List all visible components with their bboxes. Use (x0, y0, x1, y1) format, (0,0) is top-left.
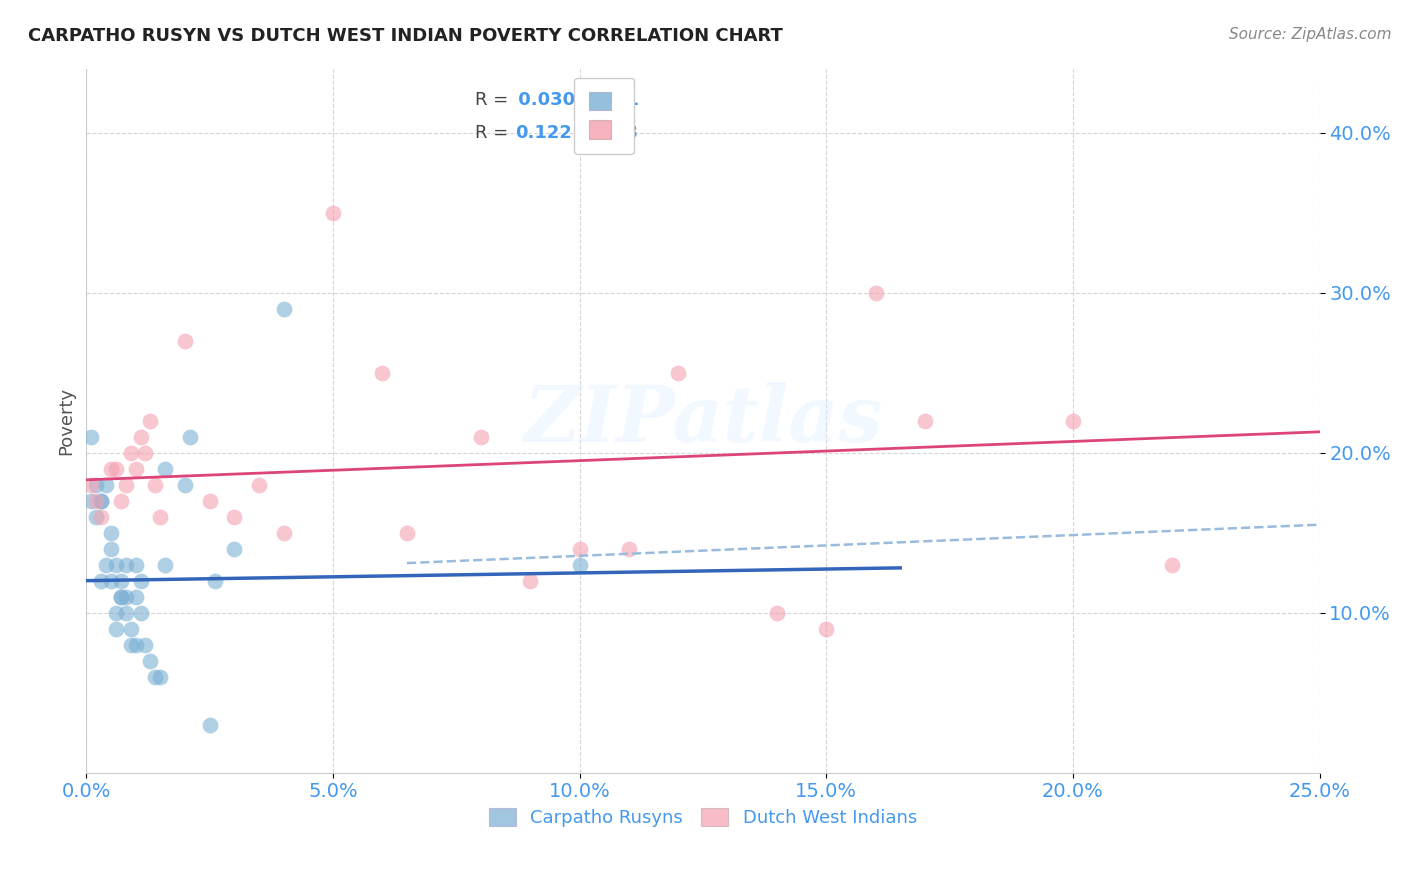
Point (815, 622, 838, 636)
Point (124, 590, 146, 604)
Point (143, 670, 166, 684)
Point (124, 638, 146, 652)
Point (110, 574, 132, 588)
Point (134, 638, 156, 652)
Point (100, 525, 122, 540)
Point (395, 525, 418, 540)
Point (470, 430, 492, 444)
Point (124, 461, 146, 475)
Point (198, 717, 221, 731)
Point (139, 654, 162, 668)
Point (129, 430, 152, 444)
Text: ZIPatlas: ZIPatlas (523, 383, 883, 458)
Point (90, 493, 112, 508)
Point (865, 285, 887, 300)
Point (110, 493, 132, 508)
Point (84, 509, 107, 524)
Text: Source: ZipAtlas.com: Source: ZipAtlas.com (1229, 27, 1392, 42)
Point (1062, 414, 1084, 428)
Point (114, 590, 136, 604)
Point (104, 622, 127, 636)
Point (204, 574, 226, 588)
Point (247, 477, 270, 491)
Point (100, 541, 122, 556)
Point (174, 334, 197, 348)
Point (104, 606, 127, 620)
Point (179, 430, 201, 444)
Point (666, 366, 689, 380)
Point (568, 558, 591, 572)
Point (149, 670, 172, 684)
Point (90, 574, 112, 588)
Point (198, 493, 221, 508)
Text: 0.122: 0.122 (516, 124, 572, 143)
Text: N =: N = (574, 124, 624, 143)
Point (84, 493, 107, 508)
Point (114, 606, 136, 620)
Point (94, 477, 117, 491)
Text: 41: 41 (614, 91, 640, 109)
Point (224, 509, 246, 524)
Point (519, 574, 541, 588)
Point (273, 301, 295, 316)
Point (129, 606, 152, 620)
Point (104, 461, 127, 475)
Point (143, 477, 166, 491)
Point (114, 558, 136, 572)
Point (90, 509, 112, 524)
Point (84, 477, 107, 491)
Y-axis label: Poverty: Poverty (58, 386, 75, 455)
Point (149, 509, 172, 524)
Point (120, 445, 142, 459)
Point (80, 477, 103, 491)
Point (80, 430, 103, 444)
Point (568, 541, 591, 556)
Point (120, 622, 142, 636)
Point (94, 558, 117, 572)
Point (155, 461, 177, 475)
Point (224, 541, 246, 556)
Legend: Carpatho Rusyns, Dutch West Indians: Carpatho Rusyns, Dutch West Indians (482, 800, 924, 834)
Point (174, 477, 197, 491)
Point (90, 493, 112, 508)
Text: R =: R = (475, 124, 519, 143)
Text: R =: R = (475, 91, 513, 109)
Point (273, 525, 295, 540)
Point (766, 606, 789, 620)
Point (100, 461, 122, 475)
Point (110, 590, 132, 604)
Point (371, 366, 394, 380)
Point (104, 558, 127, 572)
Text: CARPATHO RUSYN VS DUTCH WEST INDIAN POVERTY CORRELATION CHART: CARPATHO RUSYN VS DUTCH WEST INDIAN POVE… (28, 27, 783, 45)
Point (914, 414, 936, 428)
Point (134, 445, 156, 459)
Point (80, 493, 103, 508)
Point (124, 558, 146, 572)
Point (120, 638, 142, 652)
Point (100, 574, 122, 588)
Point (139, 414, 162, 428)
Point (155, 558, 177, 572)
Text: 33: 33 (614, 124, 640, 143)
Text: N =: N = (574, 91, 624, 109)
Point (1160, 558, 1182, 572)
Point (110, 590, 132, 604)
Point (617, 541, 640, 556)
Point (322, 205, 344, 219)
Point (129, 574, 152, 588)
Point (114, 477, 136, 491)
Text: 0.030: 0.030 (512, 91, 575, 109)
